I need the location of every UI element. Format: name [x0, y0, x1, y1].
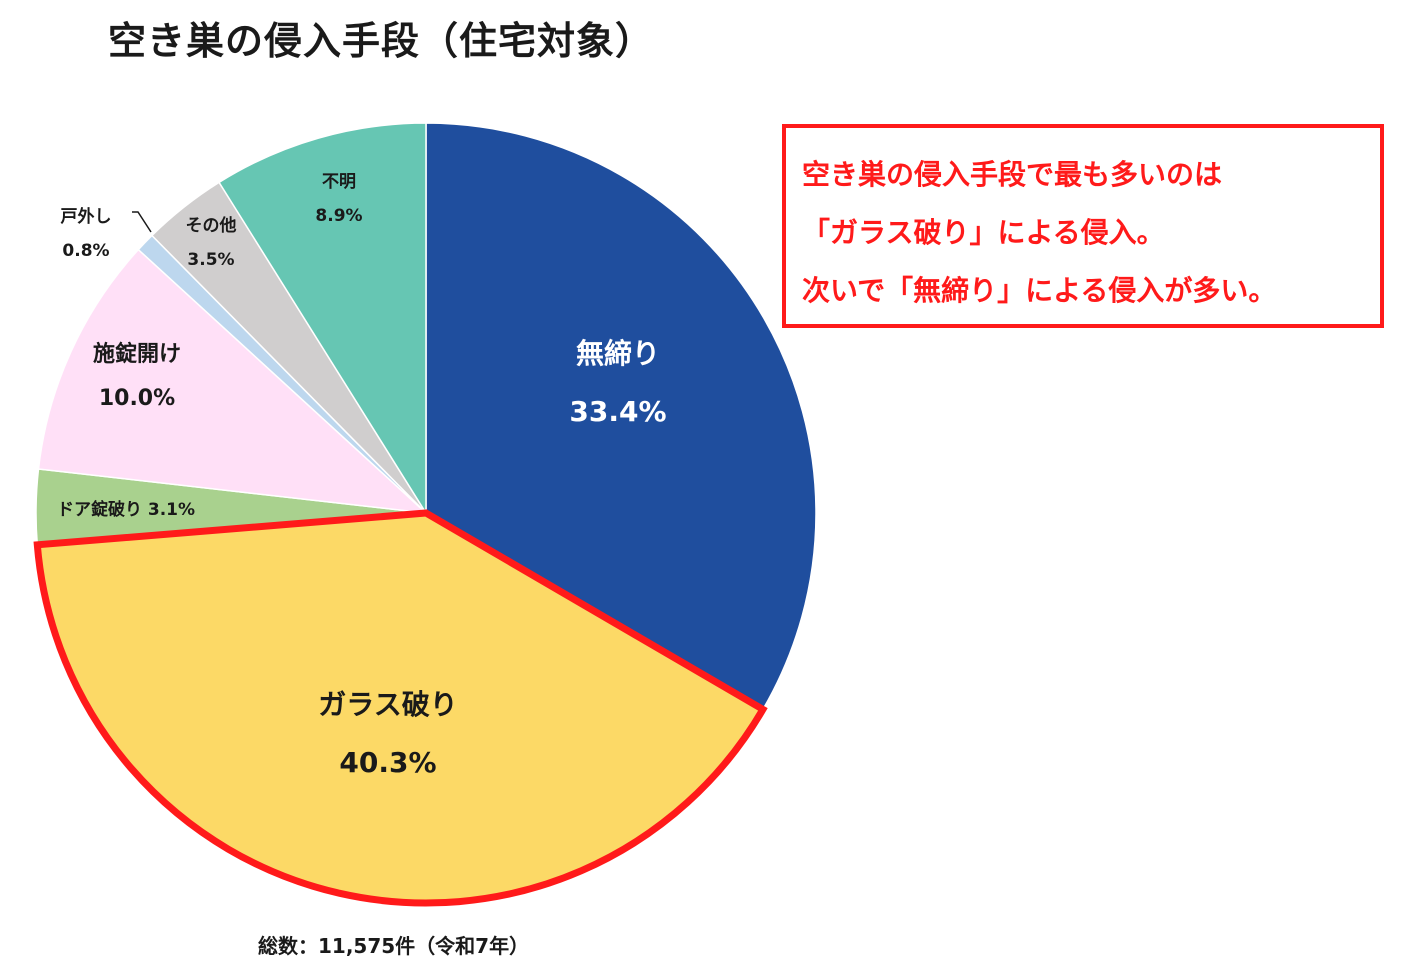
callout-line-3: 次いで「無締り」による侵入が多い。	[802, 274, 1277, 307]
pie-slices	[33, 122, 817, 907]
highlight-outline	[33, 509, 768, 907]
slice-label-lock-picking: 施錠開け 10.0%	[92, 342, 182, 411]
callout-line-1: 空き巣の侵入手段で最も多いのは	[802, 158, 1223, 191]
pie-slice-3	[37, 248, 429, 515]
total-count-note: 総数：11,575件（令和7年）	[258, 934, 530, 958]
callout-line-2: 「ガラス破り」による侵入。	[802, 216, 1165, 249]
slice-label-unlocked: 無締り 33.4%	[569, 337, 667, 428]
callout-box: 空き巣の侵入手段で最も多いのは 「ガラス破り」による侵入。 次いで「無締り」によ…	[782, 124, 1384, 328]
slice-label-door-removal: 戸外し 0.8%	[60, 207, 112, 261]
slice-label-unknown: 不明 8.9%	[315, 172, 363, 226]
slice-label-other: その他 3.5%	[185, 216, 237, 270]
leader-line-to-door-removal	[132, 211, 152, 233]
pie-slice-0	[425, 122, 817, 711]
pie-slice-6	[218, 122, 427, 516]
slice-label-door-lock-breaking: ドア錠破り 3.1%	[56, 500, 196, 520]
slice-label-glass-breaking: ガラス破り 40.3%	[318, 688, 458, 779]
chart-title: 空き巣の侵入手段（住宅対象）	[108, 19, 655, 63]
